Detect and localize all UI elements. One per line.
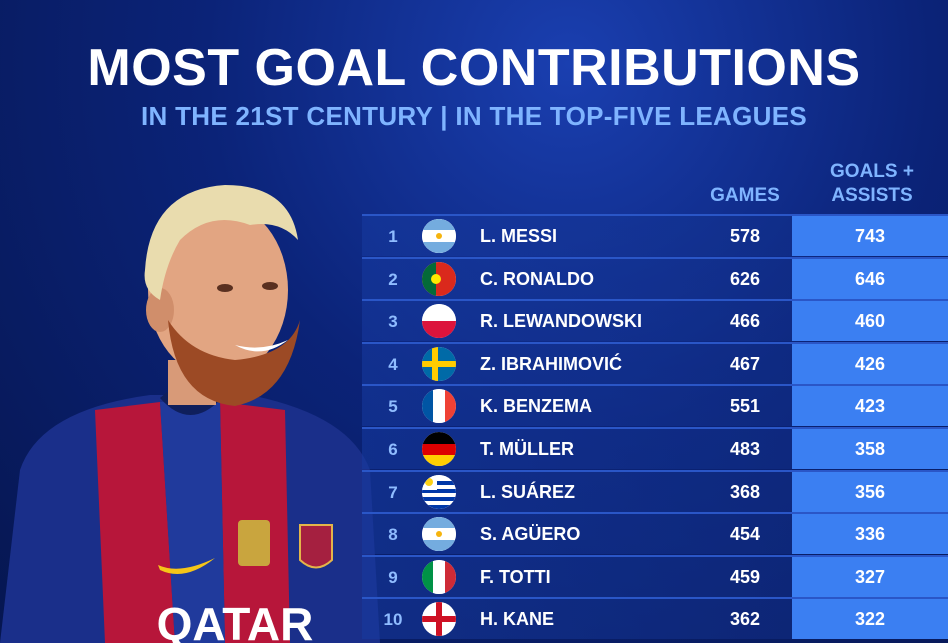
- shirt-sponsor-text: QATAR: [157, 598, 314, 643]
- table-row: 3 R. LEWANDOWSKI 466 460: [362, 299, 948, 342]
- games-value: 578: [729, 226, 761, 246]
- portugal-flag-icon: [422, 261, 456, 296]
- rank-number: 10: [383, 610, 403, 630]
- goals-assists-value: 356: [792, 471, 948, 512]
- italy-flag-icon: [422, 559, 456, 594]
- table-row: 6 T. MÜLLER 483 358: [362, 427, 948, 469]
- goals-assists-value: 646: [792, 258, 948, 299]
- player-name: Z. IBRAHIMOVIĆ: [480, 353, 622, 374]
- table-row: 10 H. KANE 362 322: [362, 597, 948, 640]
- games-value: 362: [729, 609, 761, 630]
- uruguay-flag-icon: [422, 474, 456, 509]
- player-name: C. RONALDO: [480, 268, 594, 289]
- goals-assists-value: 423: [792, 386, 948, 427]
- germany-flag-icon: [422, 432, 456, 466]
- table-row: 2 C. RONALDO 626 646: [362, 256, 948, 299]
- player-name: L. SUÁREZ: [480, 481, 576, 502]
- ranking-table: 1 L. MESSI 578 743 2 C. RONALDO 626 646 3 R. LEWA…: [362, 214, 948, 643]
- player-name: R. LEWANDOWSKI: [480, 311, 642, 332]
- player-photo: QATAR: [0, 185, 380, 643]
- rank-number: 7: [388, 482, 398, 502]
- player-name: K. BENZEMA: [480, 396, 592, 417]
- goals-assists-value: 460: [792, 301, 948, 342]
- player-name: L. MESSI: [480, 226, 558, 246]
- column-header-games: GAMES: [710, 185, 780, 206]
- goals-assists-value: 358: [792, 429, 948, 469]
- table-row: 1 L. MESSI 578 743: [362, 214, 948, 256]
- games-value: 459: [729, 566, 761, 587]
- page-title: MOST GOAL CONTRIBUTIONS: [87, 39, 861, 97]
- rank-number: 3: [388, 312, 398, 332]
- rank-number: 5: [388, 397, 398, 417]
- player-name: H. KANE: [480, 609, 555, 630]
- goals-assists-value: 426: [792, 343, 948, 384]
- player-name: S. AGÜERO: [480, 524, 581, 545]
- goals-assists-value: 327: [792, 556, 948, 597]
- goals-assists-value: 336: [792, 514, 948, 555]
- games-value: 368: [729, 481, 761, 502]
- table-row: 8 S. AGÜERO 454 336: [362, 512, 948, 555]
- games-value: 466: [729, 311, 761, 332]
- table-row: 5 K. BENZEMA 551 423: [362, 384, 948, 427]
- player-name: F. TOTTI: [480, 566, 551, 587]
- rank-number: 2: [388, 269, 398, 289]
- argentina-flag-icon: [422, 517, 456, 552]
- games-value: 454: [729, 524, 761, 545]
- goals-assists-value: 322: [792, 599, 948, 640]
- games-value: 626: [729, 268, 761, 289]
- table-row: 9 F. TOTTI 459 327: [362, 554, 948, 597]
- page-subtitle: IN THE 21ST CENTURY | IN THE TOP-FIVE LE…: [140, 101, 808, 131]
- england-flag-icon: [422, 602, 456, 637]
- france-flag-icon: [422, 389, 456, 424]
- argentina-flag-icon: [422, 219, 456, 253]
- rank-number: 6: [388, 440, 398, 459]
- table-row: 7 L. SUÁREZ 368 356: [362, 469, 948, 512]
- rank-number: 9: [388, 567, 398, 587]
- goals-assists-value: 743: [792, 216, 948, 256]
- games-value: 551: [729, 396, 761, 417]
- player-name: T. MÜLLER: [480, 439, 574, 459]
- table-row: 4 Z. IBRAHIMOVIĆ 467 426: [362, 341, 948, 384]
- rank-number: 8: [388, 525, 398, 545]
- games-value: 483: [729, 439, 761, 459]
- sweden-flag-icon: [422, 346, 456, 381]
- column-header-goals-assists: GOALS + ASSISTS: [830, 161, 914, 206]
- games-value: 467: [729, 353, 761, 374]
- rank-number: 1: [388, 227, 398, 246]
- rank-number: 4: [388, 354, 398, 374]
- poland-flag-icon: [422, 304, 456, 339]
